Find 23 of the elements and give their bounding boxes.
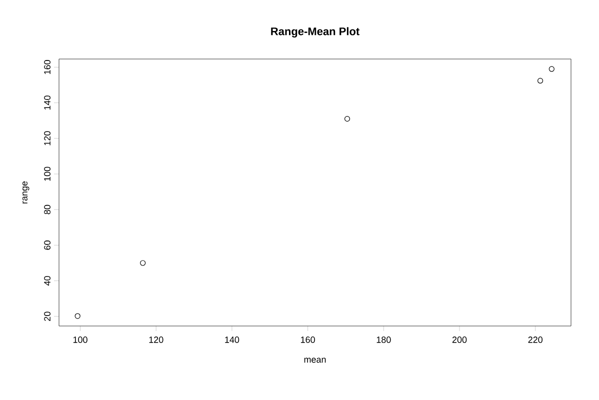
y-tick-label: 120 [44,131,50,146]
x-tick-label: 160 [300,336,315,343]
point [537,78,544,84]
y-axis-title: range [22,181,30,204]
chart-title: Range-Mean Plot [271,27,360,38]
x-tick-label: 100 [73,336,88,343]
x-axis-title: mean [304,358,326,363]
x-tick-label: 220 [528,336,543,343]
y-tick-label: 40 [44,276,50,286]
y-tick-label: 60 [44,240,50,250]
y-tick-label: 100 [44,166,50,181]
y-tick-label: 20 [44,312,50,321]
point [344,116,350,122]
x-tick-label: 180 [376,336,391,343]
point [74,313,80,319]
y-tick-label: 160 [44,60,50,74]
y-tick-label: 140 [44,96,50,110]
x-tick-label: 120 [149,336,164,343]
x-tick-label: 140 [225,336,240,343]
point [548,66,554,72]
x-tick-label: 200 [452,336,467,343]
y-tick-label: 80 [44,204,50,214]
point [140,260,146,266]
